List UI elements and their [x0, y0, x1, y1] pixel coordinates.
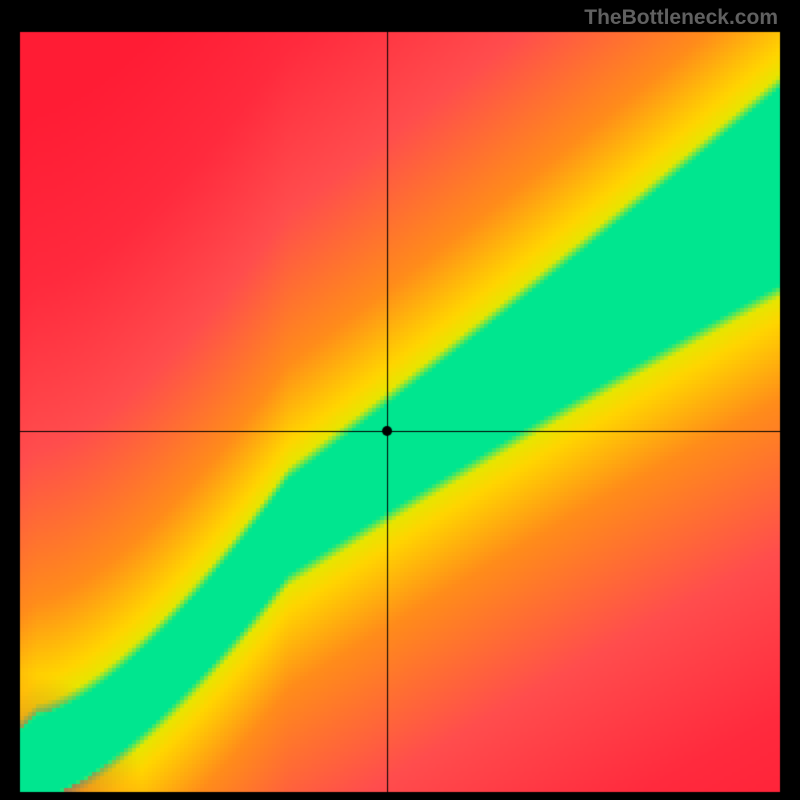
chart-container: TheBottleneck.com [0, 0, 800, 800]
bottleneck-heatmap [0, 0, 800, 800]
watermark-text: TheBottleneck.com [584, 6, 778, 30]
